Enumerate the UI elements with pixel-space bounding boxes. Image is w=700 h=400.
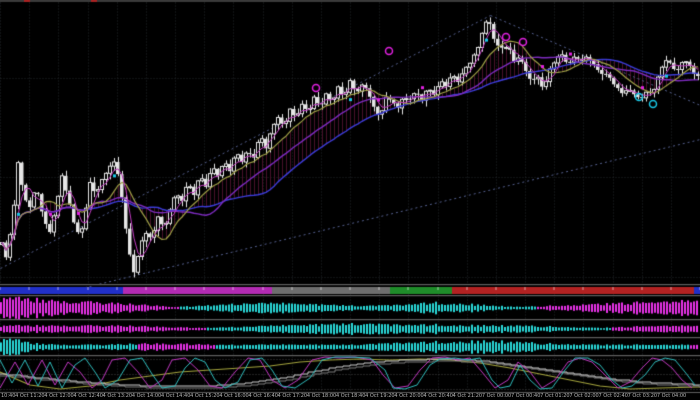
time-axis-label: 7 Oct 01:20 xyxy=(540,393,570,399)
time-axis-label: 7 Oct 02:00 xyxy=(569,393,599,399)
time-axis-label: 4 Oct 19:20 xyxy=(365,393,395,399)
time-axis[interactable]: 4 Oct 10:404 Oct 11:204 Oct 12:004 Oct 1… xyxy=(0,392,700,400)
time-axis-label: 7 Oct 04:00 xyxy=(656,393,687,399)
time-axis-label: 7 Oct 02:40 xyxy=(598,393,628,399)
time-axis-label: 4 Oct 16:40 xyxy=(248,393,278,399)
time-axis-label: 4 Oct 17:20 xyxy=(277,393,308,399)
time-axis-label: 4 Oct 18:40 xyxy=(336,393,366,399)
time-axis-label: 4 Oct 15:20 xyxy=(190,393,220,399)
time-axis-label: 4 Oct 14:00 xyxy=(131,393,162,399)
time-axis-label: 4 Oct 11:20 xyxy=(15,393,45,399)
time-axis-label: 4 Oct 12:00 xyxy=(44,393,74,399)
time-axis-label: 4 Oct 21:20 xyxy=(452,393,483,399)
time-axis-label: 4 Oct 20:00 xyxy=(394,393,424,399)
time-axis-label: 4 Oct 20:40 xyxy=(423,393,453,399)
time-axis-label: 4 Oct 12:40 xyxy=(73,393,103,399)
time-axis-label: 4 Oct 14:40 xyxy=(161,393,191,399)
time-axis-label: 4 Oct 16:00 xyxy=(219,393,249,399)
time-axis-label: 7 Oct 03:20 xyxy=(627,393,658,399)
time-axis-label: 4 Oct 13:20 xyxy=(102,393,133,399)
time-axis-label: 7 Oct 00:40 xyxy=(511,393,541,399)
time-axis-label: 7 Oct 00:00 xyxy=(481,393,512,399)
time-axis-label: 4 Oct 18:00 xyxy=(306,393,337,399)
time-axis-label: 4 Oct 10:40 xyxy=(0,393,16,399)
